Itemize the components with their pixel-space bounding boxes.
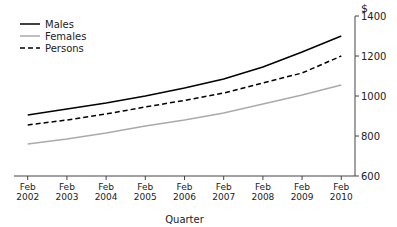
x-tick — [66, 176, 67, 180]
y-tick — [355, 56, 359, 57]
y-tick-label: 1200 — [361, 51, 386, 62]
x-tick — [262, 176, 263, 180]
y-tick-label: 800 — [361, 131, 380, 142]
x-tick-label: Feb2002 — [16, 182, 39, 202]
legend-swatch — [20, 47, 40, 49]
legend-swatch — [20, 23, 40, 25]
x-tick-label: Feb2005 — [134, 182, 157, 202]
x-tick — [106, 176, 107, 180]
x-axis-label: Quarter — [165, 214, 205, 225]
x-tick — [145, 176, 146, 180]
series-line — [28, 56, 342, 125]
x-tick-label: Feb2007 — [212, 182, 235, 202]
legend-swatch — [20, 35, 40, 37]
x-tick-label: Feb2010 — [330, 182, 353, 202]
x-tick-label: Feb2004 — [95, 182, 118, 202]
x-tick-label: Feb2009 — [291, 182, 314, 202]
x-tick — [27, 176, 28, 180]
y-tick — [355, 136, 359, 137]
x-tick — [184, 176, 185, 180]
y-axis-label: $ — [361, 2, 368, 15]
legend-label: Females — [45, 31, 86, 42]
y-tick — [355, 96, 359, 97]
x-tick-label: Feb2003 — [55, 182, 78, 202]
y-tick-label: 1000 — [361, 91, 386, 102]
y-tick — [355, 16, 359, 17]
y-tick — [355, 176, 359, 177]
legend-label: Persons — [45, 43, 84, 54]
chart: 600800100012001400$Feb2002Feb2003Feb2004… — [0, 0, 397, 227]
x-tick — [302, 176, 303, 180]
series-line — [28, 36, 342, 115]
series-line — [28, 85, 342, 144]
x-tick — [223, 176, 224, 180]
legend: MalesFemalesPersons — [20, 19, 86, 54]
x-tick — [341, 176, 342, 180]
plot-area — [28, 36, 342, 144]
x-tick-label: Feb2006 — [173, 182, 196, 202]
x-tick-label: Feb2008 — [251, 182, 274, 202]
legend-label: Males — [45, 19, 74, 30]
y-tick-label: 600 — [361, 171, 380, 182]
